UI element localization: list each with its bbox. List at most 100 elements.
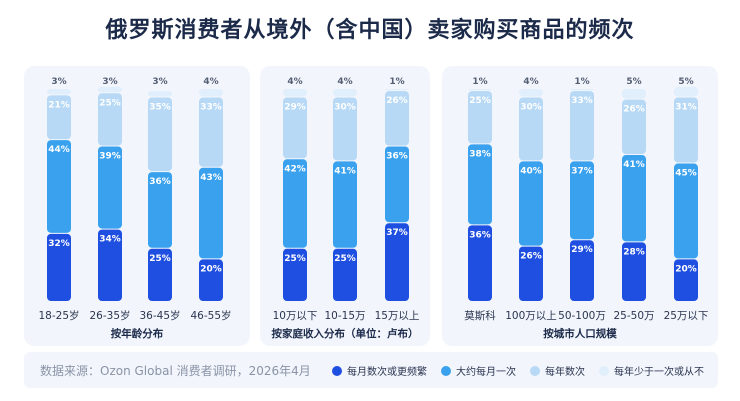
- legend-item: 大约每月一次: [441, 363, 516, 378]
- data-label: 25%: [334, 254, 356, 264]
- data-label: 25%: [284, 254, 306, 264]
- bar-segment: [570, 240, 594, 301]
- bar-segment: [519, 89, 543, 97]
- data-label: 20%: [675, 264, 697, 274]
- bar-segment: [98, 86, 122, 93]
- data-label: 3%: [102, 77, 117, 87]
- bar-segment: [385, 146, 409, 223]
- bar-segment: [47, 233, 71, 301]
- bar-segment: [622, 99, 646, 155]
- data-label: 34%: [99, 235, 121, 245]
- legend-label: 每年少于一次或从不: [614, 367, 704, 378]
- x-tick-label: 26-35岁: [89, 309, 130, 322]
- bar-segment: [148, 248, 172, 301]
- data-label: 39%: [99, 152, 121, 162]
- data-label: 33%: [571, 96, 593, 106]
- legend-label: 每年数次: [545, 367, 585, 378]
- data-label: 36%: [469, 230, 491, 240]
- legend-label: 大约每月一次: [456, 367, 516, 378]
- bar-segment: [333, 161, 357, 248]
- bar-segment: [519, 97, 543, 161]
- bar-segment: [47, 89, 71, 95]
- chart-title: 俄罗斯消费者从境外（含中国）卖家购买商品的频次: [105, 18, 635, 43]
- bar-segment: [333, 97, 357, 161]
- legend-item: 每月数次或更频繁: [332, 363, 427, 378]
- data-label: 44%: [48, 145, 70, 155]
- bar-segment: [47, 95, 71, 140]
- data-label: 45%: [675, 169, 697, 179]
- data-label: 5%: [626, 77, 641, 87]
- data-label: 26%: [520, 252, 542, 262]
- bar-segment: [385, 91, 409, 146]
- data-source-note: 数据来源：Ozon Global 消费者调研，2026年4月: [40, 364, 311, 378]
- footer-bar: 数据来源：Ozon Global 消费者调研，2026年4月 每月数次或更频繁 …: [24, 352, 718, 388]
- data-label: 20%: [200, 264, 222, 274]
- panel-subtitle: 按家庭收入分布（单位：卢布）: [272, 327, 419, 340]
- legend-swatch: [530, 365, 540, 376]
- x-tick-label: 46-55岁: [190, 309, 231, 322]
- data-label: 25%: [99, 98, 121, 108]
- panel-subtitle: 按城市人口规模: [543, 327, 617, 340]
- data-label: 38%: [469, 149, 491, 159]
- data-label: 1%: [574, 77, 589, 87]
- bar-segment: [148, 172, 172, 248]
- data-label: 25%: [469, 96, 491, 106]
- bar-segment: [468, 144, 492, 225]
- data-label: 26%: [386, 96, 408, 106]
- data-label: 25%: [149, 254, 171, 264]
- data-label: 26%: [623, 105, 645, 115]
- bar-segment: [622, 242, 646, 301]
- bar-segment: [283, 89, 307, 97]
- x-tick-label: 50-100万: [558, 310, 606, 322]
- x-tick-label: 25-50万: [613, 310, 654, 322]
- bar-segment: [333, 89, 357, 97]
- x-tick-label: 10-15万: [324, 310, 365, 322]
- bar-segment: [674, 86, 698, 97]
- data-label: 29%: [571, 245, 593, 255]
- data-label: 33%: [200, 103, 222, 113]
- x-tick-label: 莫斯科: [464, 309, 496, 322]
- data-label: 4%: [337, 77, 352, 87]
- bar-segment: [570, 89, 594, 91]
- data-label: 4%: [287, 77, 302, 87]
- data-label: 42%: [284, 164, 306, 174]
- x-tick-label: 25万以下: [664, 310, 709, 322]
- x-tick-label: 36-45岁: [139, 309, 180, 322]
- data-label: 43%: [200, 173, 222, 183]
- bar-segment: [199, 167, 223, 259]
- bar-segment: [47, 140, 71, 233]
- data-label: 41%: [623, 160, 645, 170]
- bar-segment: [98, 146, 122, 229]
- x-tick-label: 100万以上: [505, 310, 557, 322]
- data-label: 32%: [48, 239, 70, 249]
- x-tick-label: 18-25岁: [38, 309, 79, 322]
- legend: 每月数次或更频繁 大约每月一次 每年数次 每年少于一次或从不: [332, 363, 704, 378]
- data-label: 37%: [571, 166, 593, 176]
- data-label: 30%: [520, 103, 542, 113]
- bar-segment: [570, 91, 594, 161]
- data-label: 30%: [334, 103, 356, 113]
- bar-segment: [674, 163, 698, 259]
- bar-segment: [283, 159, 307, 248]
- bar-segment: [385, 89, 409, 91]
- bar-segment: [519, 246, 543, 301]
- data-label: 40%: [520, 166, 542, 176]
- bar-segment: [385, 223, 409, 301]
- bar-segment: [148, 91, 172, 97]
- data-label: 3%: [51, 77, 66, 87]
- data-label: 1%: [472, 77, 487, 87]
- bar-segment: [283, 248, 307, 301]
- x-tick-label: 15万以上: [375, 310, 420, 322]
- data-label: 37%: [386, 228, 408, 238]
- x-tick-label: 10万以下: [273, 310, 318, 322]
- bar-segment: [674, 259, 698, 301]
- bar-segment: [283, 97, 307, 159]
- bar-segment: [519, 161, 543, 246]
- bar-segment: [199, 89, 223, 97]
- legend-item: 每年少于一次或从不: [599, 363, 704, 378]
- bar-segment: [468, 89, 492, 91]
- legend-swatch: [441, 365, 451, 376]
- data-label: 4%: [523, 77, 538, 87]
- bar-segment: [622, 155, 646, 242]
